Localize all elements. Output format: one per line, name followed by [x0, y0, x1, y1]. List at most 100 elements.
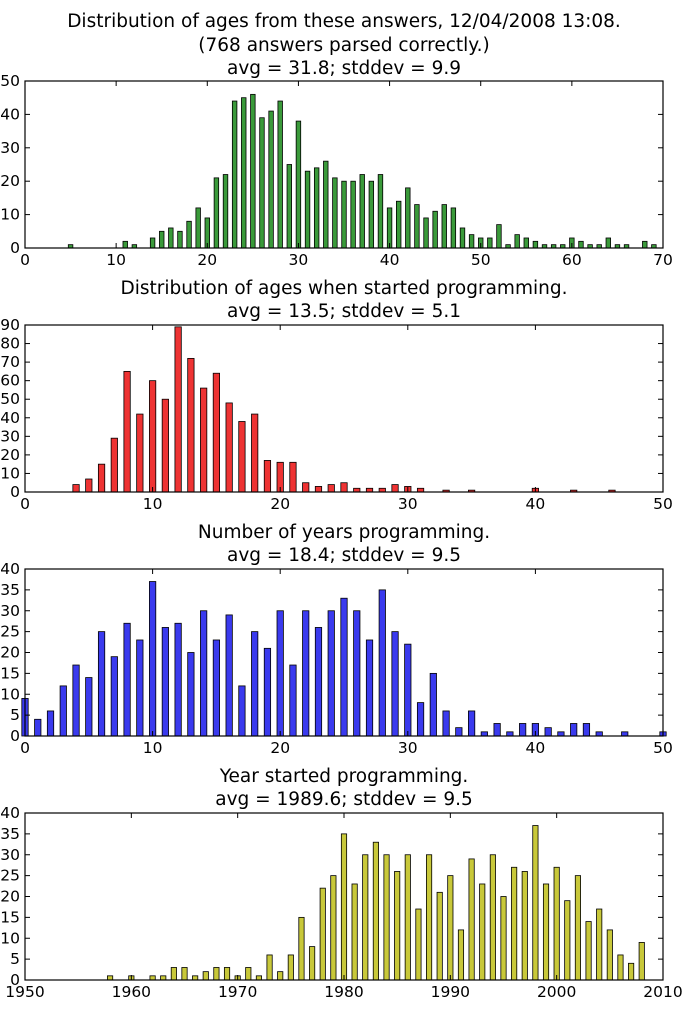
bar — [149, 581, 157, 737]
x-tick-label: 2010 — [643, 983, 682, 1001]
bar — [289, 664, 297, 737]
bar — [542, 883, 550, 981]
bar — [391, 631, 399, 737]
bar — [277, 100, 283, 249]
y-tick-label: 40 — [0, 804, 20, 822]
bar — [596, 908, 603, 981]
x-tick-label: 2000 — [537, 983, 576, 1001]
bar — [110, 656, 118, 737]
chart-title-line: Distribution of ages when started progra… — [121, 278, 568, 299]
x-tick-label: 40 — [526, 739, 546, 757]
bar — [323, 160, 329, 249]
x-tick-label: 20 — [270, 739, 290, 757]
bar — [295, 120, 302, 249]
bar — [415, 908, 422, 981]
bar — [511, 866, 518, 981]
bar — [595, 731, 603, 737]
bar — [378, 589, 386, 737]
y-tick-label: 20 — [0, 172, 20, 190]
bar — [177, 230, 183, 249]
bar — [500, 896, 507, 981]
bar — [149, 380, 157, 493]
bar — [468, 858, 475, 981]
y-tick-label: 0 — [10, 239, 20, 257]
y-tick-label: 90 — [0, 316, 20, 334]
y-tick-label: 50 — [0, 72, 20, 90]
bar — [259, 117, 265, 249]
bar — [340, 597, 348, 737]
bar — [341, 180, 347, 249]
bar — [455, 727, 463, 737]
bar — [372, 841, 379, 981]
bar — [212, 372, 220, 493]
bar — [174, 326, 182, 493]
bar — [450, 207, 457, 249]
bar — [426, 854, 433, 981]
bar — [123, 622, 131, 737]
y-tick-label: 10 — [0, 685, 20, 703]
bar — [414, 204, 420, 249]
y-tick-label: 70 — [0, 353, 20, 371]
bar — [97, 631, 106, 737]
bar — [621, 731, 629, 737]
bar — [432, 210, 438, 249]
bar — [212, 639, 220, 737]
x-tick-label: 60 — [562, 251, 582, 269]
chart-title-line: Year started programming. — [219, 766, 469, 787]
bar — [149, 975, 156, 981]
bar — [251, 413, 259, 493]
y-tick-label: 20 — [0, 446, 20, 464]
bar — [340, 833, 348, 981]
chart-title-line: Distribution of ages from these answers,… — [67, 11, 621, 32]
bar — [489, 854, 496, 981]
bar — [186, 220, 192, 249]
bar — [250, 93, 256, 249]
bar — [107, 975, 114, 981]
bar — [263, 460, 272, 493]
bar — [313, 167, 320, 249]
bar — [149, 237, 156, 249]
bar — [496, 224, 502, 249]
bar — [289, 461, 297, 493]
bar — [136, 413, 144, 493]
bar — [202, 971, 209, 981]
bar — [72, 484, 80, 493]
bar — [213, 967, 220, 981]
y-tick-label: 10 — [0, 929, 20, 947]
bar — [314, 486, 323, 493]
bar — [59, 685, 67, 737]
x-tick-label: 1980 — [324, 983, 363, 1001]
bar — [255, 975, 262, 981]
bar — [353, 610, 361, 737]
x-tick-label: 1960 — [112, 983, 151, 1001]
bar — [330, 875, 337, 981]
y-tick-label: 40 — [0, 560, 20, 578]
bar — [532, 825, 539, 981]
x-tick-label: 10 — [143, 739, 163, 757]
bar — [277, 971, 284, 981]
bar — [514, 234, 520, 249]
bar — [628, 962, 635, 981]
y-tick-label: 20 — [0, 888, 20, 906]
chart-title-line: avg = 31.8; stddev = 9.9 — [227, 58, 461, 79]
y-tick-label: 35 — [0, 825, 20, 843]
y-tick-label: 10 — [0, 464, 20, 482]
y-tick-label: 40 — [0, 105, 20, 123]
bar — [570, 723, 578, 737]
x-tick-label: 70 — [653, 251, 673, 269]
bar — [404, 854, 411, 981]
bar — [276, 610, 284, 737]
bar — [574, 875, 581, 981]
bar — [314, 627, 323, 737]
bar — [606, 929, 613, 981]
x-tick-label: 0 — [20, 251, 30, 269]
x-tick-label: 50 — [653, 739, 673, 757]
x-tick-label: 30 — [398, 495, 418, 513]
bar — [192, 975, 199, 981]
x-tick-label: 20 — [197, 251, 217, 269]
bar — [85, 677, 93, 737]
bar — [195, 207, 201, 249]
bar — [350, 180, 356, 249]
